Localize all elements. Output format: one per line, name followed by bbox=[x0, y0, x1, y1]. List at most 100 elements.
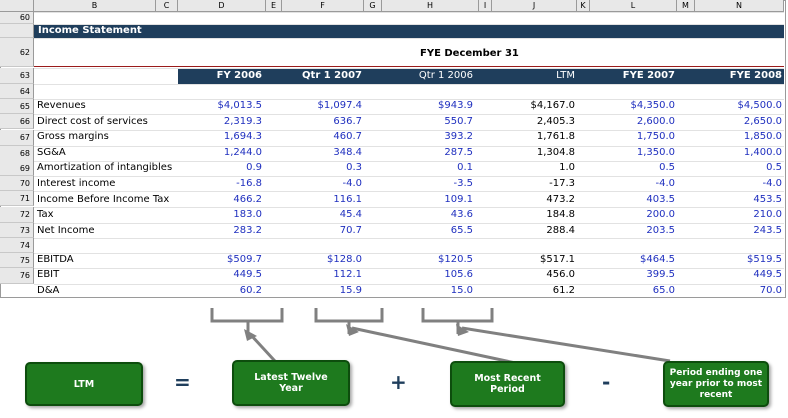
line-value[interactable]: 184.8 bbox=[546, 209, 575, 221]
line-value[interactable]: 636.7 bbox=[333, 115, 362, 127]
line-value[interactable]: $464.5 bbox=[640, 254, 675, 265]
column-header-b[interactable]: B bbox=[34, 0, 156, 12]
line-value[interactable]: 70.0 bbox=[759, 284, 782, 296]
line-value[interactable]: 60.2 bbox=[239, 284, 262, 296]
row-header-70[interactable]: 70 bbox=[0, 176, 34, 191]
line-value[interactable]: 2,405.3 bbox=[536, 115, 575, 127]
line-value[interactable]: 200.0 bbox=[646, 209, 675, 221]
column-header-l[interactable]: L bbox=[590, 0, 677, 12]
line-value[interactable]: $4,167.0 bbox=[530, 100, 575, 111]
line-value[interactable]: 550.7 bbox=[444, 115, 473, 127]
line-value[interactable]: 1,750.0 bbox=[636, 131, 675, 143]
line-value[interactable]: 45.4 bbox=[339, 209, 362, 221]
row-header-65[interactable]: 65 bbox=[0, 99, 34, 114]
line-value[interactable]: 203.5 bbox=[646, 224, 675, 236]
line-value[interactable]: 65.0 bbox=[652, 284, 675, 296]
column-header-n[interactable]: N bbox=[695, 0, 784, 12]
line-value[interactable]: $519.5 bbox=[747, 254, 782, 265]
column-header-m[interactable]: M bbox=[677, 0, 695, 12]
line-value[interactable]: 0.9 bbox=[246, 162, 262, 174]
line-value[interactable]: 348.4 bbox=[333, 146, 362, 158]
line-value[interactable]: -4.0 bbox=[762, 178, 782, 189]
row-header-75[interactable]: 75 bbox=[0, 253, 34, 268]
line-value[interactable]: -4.0 bbox=[342, 178, 362, 189]
column-header-e[interactable]: E bbox=[266, 0, 282, 12]
row-header-76[interactable]: 76 bbox=[0, 268, 34, 284]
line-value[interactable]: 453.5 bbox=[753, 193, 782, 205]
line-value[interactable]: 288.4 bbox=[546, 224, 575, 236]
line-value[interactable]: 473.2 bbox=[546, 193, 575, 205]
line-value[interactable]: 283.2 bbox=[233, 224, 262, 236]
line-value[interactable]: -16.8 bbox=[236, 178, 262, 189]
line-value[interactable]: 399.5 bbox=[646, 269, 675, 281]
row-header-73[interactable]: 73 bbox=[0, 223, 34, 238]
row-header-63[interactable]: 63 bbox=[0, 68, 34, 84]
row-header-66[interactable]: 66 bbox=[0, 114, 34, 129]
line-value[interactable]: $4,350.0 bbox=[630, 100, 675, 111]
line-value[interactable]: $120.5 bbox=[438, 254, 473, 265]
line-value[interactable]: 1,761.8 bbox=[536, 131, 575, 143]
line-value[interactable]: $1,097.4 bbox=[317, 100, 362, 111]
line-value[interactable]: 1,350.0 bbox=[636, 146, 675, 158]
column-header-h[interactable]: H bbox=[382, 0, 479, 12]
line-value[interactable]: 1,244.0 bbox=[223, 146, 262, 158]
corner-cell[interactable] bbox=[0, 0, 34, 12]
line-value[interactable]: 456.0 bbox=[546, 269, 575, 281]
line-value[interactable]: 0.5 bbox=[766, 162, 782, 174]
line-value[interactable]: 1,850.0 bbox=[743, 131, 782, 143]
row-header-67[interactable]: 67 bbox=[0, 130, 34, 146]
line-value[interactable]: 116.1 bbox=[333, 193, 362, 205]
line-value[interactable]: $128.0 bbox=[327, 254, 362, 265]
line-value[interactable]: 15.9 bbox=[339, 284, 362, 296]
line-value[interactable]: 2,319.3 bbox=[223, 115, 262, 127]
line-value[interactable]: 183.0 bbox=[233, 209, 262, 221]
row-header-68[interactable]: 68 bbox=[0, 146, 34, 162]
line-value[interactable]: -17.3 bbox=[549, 178, 575, 189]
row-header-72[interactable]: 72 bbox=[0, 207, 34, 223]
column-header-g[interactable]: G bbox=[364, 0, 382, 12]
row-header-62[interactable]: 62 bbox=[0, 38, 34, 67]
line-value[interactable]: $4,013.5 bbox=[217, 100, 262, 111]
line-value[interactable]: 460.7 bbox=[333, 131, 362, 143]
line-value[interactable]: 1,400.0 bbox=[743, 146, 782, 158]
line-value[interactable]: 70.7 bbox=[339, 224, 362, 236]
row-header-64[interactable]: 64 bbox=[0, 84, 34, 99]
line-value[interactable]: 0.1 bbox=[457, 162, 473, 174]
line-value[interactable]: 449.5 bbox=[233, 269, 262, 281]
line-value[interactable]: -4.0 bbox=[655, 178, 675, 189]
line-value[interactable]: 243.5 bbox=[753, 224, 782, 236]
row-header-69[interactable]: 69 bbox=[0, 161, 34, 176]
line-value[interactable]: 2,650.0 bbox=[743, 115, 782, 127]
column-header-i[interactable]: I bbox=[479, 0, 492, 12]
line-value[interactable]: 287.5 bbox=[444, 146, 473, 158]
row-header-74[interactable]: 74 bbox=[0, 238, 34, 253]
line-value[interactable]: -3.5 bbox=[453, 178, 473, 189]
line-value[interactable]: 109.1 bbox=[444, 193, 473, 205]
line-value[interactable]: $943.9 bbox=[438, 100, 473, 111]
line-value[interactable]: 466.2 bbox=[233, 193, 262, 205]
line-value[interactable]: 15.0 bbox=[450, 284, 473, 296]
line-value[interactable]: $517.1 bbox=[540, 254, 575, 265]
column-header-c[interactable]: C bbox=[156, 0, 178, 12]
line-value[interactable]: $509.7 bbox=[227, 254, 262, 265]
line-value[interactable]: 1,304.8 bbox=[536, 146, 575, 158]
line-value[interactable]: 0.3 bbox=[346, 162, 362, 174]
line-value[interactable]: 43.6 bbox=[450, 209, 473, 221]
line-value[interactable]: 65.5 bbox=[450, 224, 473, 236]
row-header-61[interactable]: 61 bbox=[0, 24, 34, 47]
column-header-j[interactable]: J bbox=[492, 0, 577, 12]
line-value[interactable]: 210.0 bbox=[753, 209, 782, 221]
line-value[interactable]: $4,500.0 bbox=[737, 100, 782, 111]
line-value[interactable]: 1,694.3 bbox=[223, 131, 262, 143]
line-value[interactable]: 403.5 bbox=[646, 193, 675, 205]
column-header-f[interactable]: F bbox=[282, 0, 364, 12]
line-value[interactable]: 393.2 bbox=[444, 131, 473, 143]
line-value[interactable]: 0.5 bbox=[659, 162, 675, 174]
line-value[interactable]: 61.2 bbox=[552, 284, 575, 296]
line-value[interactable]: 1.0 bbox=[559, 162, 575, 174]
line-value[interactable]: 112.1 bbox=[333, 269, 362, 281]
column-header-d[interactable]: D bbox=[178, 0, 266, 12]
row-header-71[interactable]: 71 bbox=[0, 191, 34, 206]
column-header-k[interactable]: K bbox=[577, 0, 590, 12]
line-value[interactable]: 105.6 bbox=[444, 269, 473, 281]
